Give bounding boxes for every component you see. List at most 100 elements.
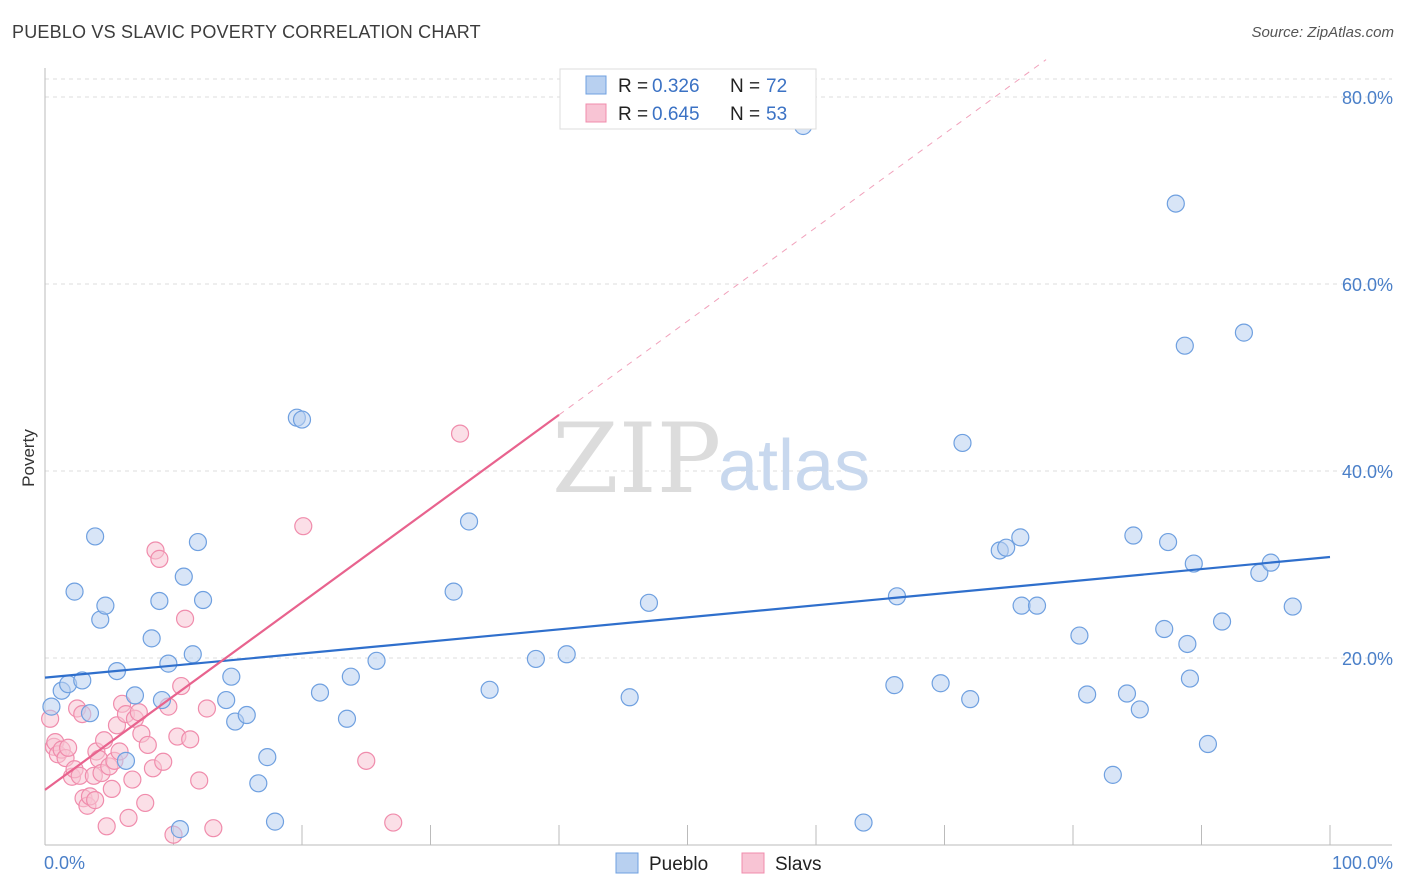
- slavs-point-28: [119, 808, 138, 827]
- slavs-point-48: [294, 517, 313, 536]
- bottom-swatch-pueblo: [615, 852, 639, 874]
- slavs-point-29: [123, 770, 142, 789]
- slavs-point-37: [150, 549, 169, 568]
- pueblo-point-11: [125, 686, 145, 705]
- pueblo-point-35: [459, 512, 479, 531]
- pueblo-point-64: [1180, 669, 1200, 688]
- legend-r-label-slavs: R =: [618, 104, 648, 125]
- pueblo-point-34: [444, 582, 463, 601]
- bottom-swatch-slavs: [741, 852, 765, 874]
- pueblo-point-4: [73, 671, 92, 690]
- pueblo-point-51: [1012, 596, 1031, 615]
- pueblo-point-58: [1130, 700, 1149, 719]
- slavs-point-42: [172, 676, 191, 696]
- legend-swatch-pueblo: [585, 75, 607, 95]
- pueblo-point-8: [96, 596, 115, 615]
- pueblo-point-31: [337, 709, 357, 728]
- pueblo-trend-line: [44, 555, 1331, 679]
- pueblo-point-54: [1078, 685, 1097, 704]
- pueblo-point-15: [159, 654, 178, 673]
- stats-legend: R = 0.326 N = 72 R = 0.645 N = 53: [559, 68, 817, 130]
- chart-title: PUEBLO VS SLAVIC POVERTY CORRELATION CHA…: [12, 22, 481, 42]
- slavs-point-46: [197, 699, 217, 718]
- pueblo-point-29: [292, 410, 312, 429]
- pueblo-point-14: [152, 690, 172, 710]
- pueblo-point-17: [174, 567, 193, 586]
- pueblo-point-5: [80, 704, 100, 723]
- pueblo-point-10: [116, 751, 136, 770]
- pueblo-points: [42, 116, 1302, 839]
- pueblo-point-47: [961, 690, 980, 709]
- slavs-point-52: [86, 791, 105, 810]
- pueblo-point-3: [65, 582, 84, 601]
- legend-r-value-slavs: 0.645: [652, 104, 700, 125]
- bottom-legend-pueblo: Pueblo: [649, 854, 708, 875]
- slavs-trend-line: [44, 414, 560, 791]
- slavs-trend-extension: [558, 59, 1047, 416]
- pueblo-point-19: [188, 532, 208, 552]
- pueblo-point-26: [258, 748, 277, 767]
- pueblo-point-24: [237, 705, 256, 725]
- slavs-point-33: [136, 793, 155, 813]
- pueblo-point-37: [526, 649, 545, 669]
- legend-n-value-pueblo: 72: [766, 76, 787, 97]
- slavs-point-6: [59, 738, 78, 757]
- pueblo-point-52: [1027, 596, 1047, 615]
- x-tick-label-1: 100.0%: [1332, 853, 1393, 873]
- legend-n-label-pueblo: N =: [730, 76, 760, 97]
- legend-r-label-pueblo: R =: [618, 76, 648, 97]
- pueblo-point-53: [1070, 626, 1089, 645]
- pueblo-point-39: [620, 688, 639, 707]
- slavs-point-34: [138, 735, 157, 755]
- y-axis-label: Poverty: [19, 429, 38, 487]
- pueblo-point-63: [1178, 634, 1197, 654]
- pueblo-point-42: [854, 813, 873, 832]
- pueblo-point-68: [1234, 323, 1254, 342]
- bottom-legend-slavs: Slavs: [775, 854, 821, 875]
- pueblo-point-36: [480, 680, 499, 699]
- watermark-atlas: atlas: [718, 426, 870, 506]
- pueblo-point-20: [193, 590, 213, 610]
- pueblo-point-50: [1011, 528, 1030, 547]
- pueblo-point-27: [265, 812, 285, 831]
- pueblo-point-22: [222, 667, 241, 686]
- legend-swatch-slavs: [585, 103, 607, 123]
- tick-labels: 20.0% 40.0% 60.0% 80.0% 0.0% 100.0%: [44, 88, 1393, 873]
- pueblo-point-60: [1158, 532, 1178, 552]
- legend-n-label-slavs: N =: [730, 104, 760, 125]
- pueblo-point-65: [1184, 554, 1203, 573]
- pueblo-point-59: [1155, 619, 1174, 639]
- slavs-point-51: [450, 424, 470, 443]
- pueblo-point-62: [1175, 336, 1194, 355]
- pueblo-point-45: [931, 674, 950, 693]
- slavs-point-49: [357, 751, 376, 770]
- x-tick-label-0: 0.0%: [44, 853, 85, 873]
- slavs-point-22: [102, 779, 121, 799]
- chart-source: Source: ZipAtlas.com: [1251, 24, 1394, 41]
- pueblo-point-61: [1166, 194, 1185, 213]
- pueblo-point-32: [341, 667, 360, 686]
- slavs-point-20: [97, 817, 116, 836]
- trend-lines: [44, 59, 1331, 791]
- pueblo-point-71: [1283, 597, 1302, 616]
- slavs-point-38: [154, 752, 173, 771]
- slavs-point-47: [204, 819, 223, 838]
- pueblo-point-21: [217, 690, 236, 710]
- pueblo-point-30: [310, 683, 330, 702]
- pueblo-point-25: [249, 774, 268, 793]
- pueblo-point-46: [953, 433, 972, 453]
- pueblo-point-57: [1124, 526, 1143, 545]
- watermark-zip: ZIP: [552, 403, 721, 515]
- pueblo-point-67: [1212, 612, 1232, 631]
- pueblo-point-40: [639, 593, 659, 612]
- pueblo-point-56: [1117, 684, 1137, 703]
- pueblo-point-38: [557, 645, 576, 664]
- pueblo-point-66: [1198, 734, 1218, 754]
- pueblo-point-0: [42, 697, 61, 716]
- y-tick-label-1: 40.0%: [1342, 462, 1393, 482]
- slavs-point-43: [175, 609, 195, 628]
- pueblo-point-6: [86, 527, 105, 546]
- pueblo-point-12: [142, 629, 161, 648]
- pueblo-point-43: [885, 676, 904, 695]
